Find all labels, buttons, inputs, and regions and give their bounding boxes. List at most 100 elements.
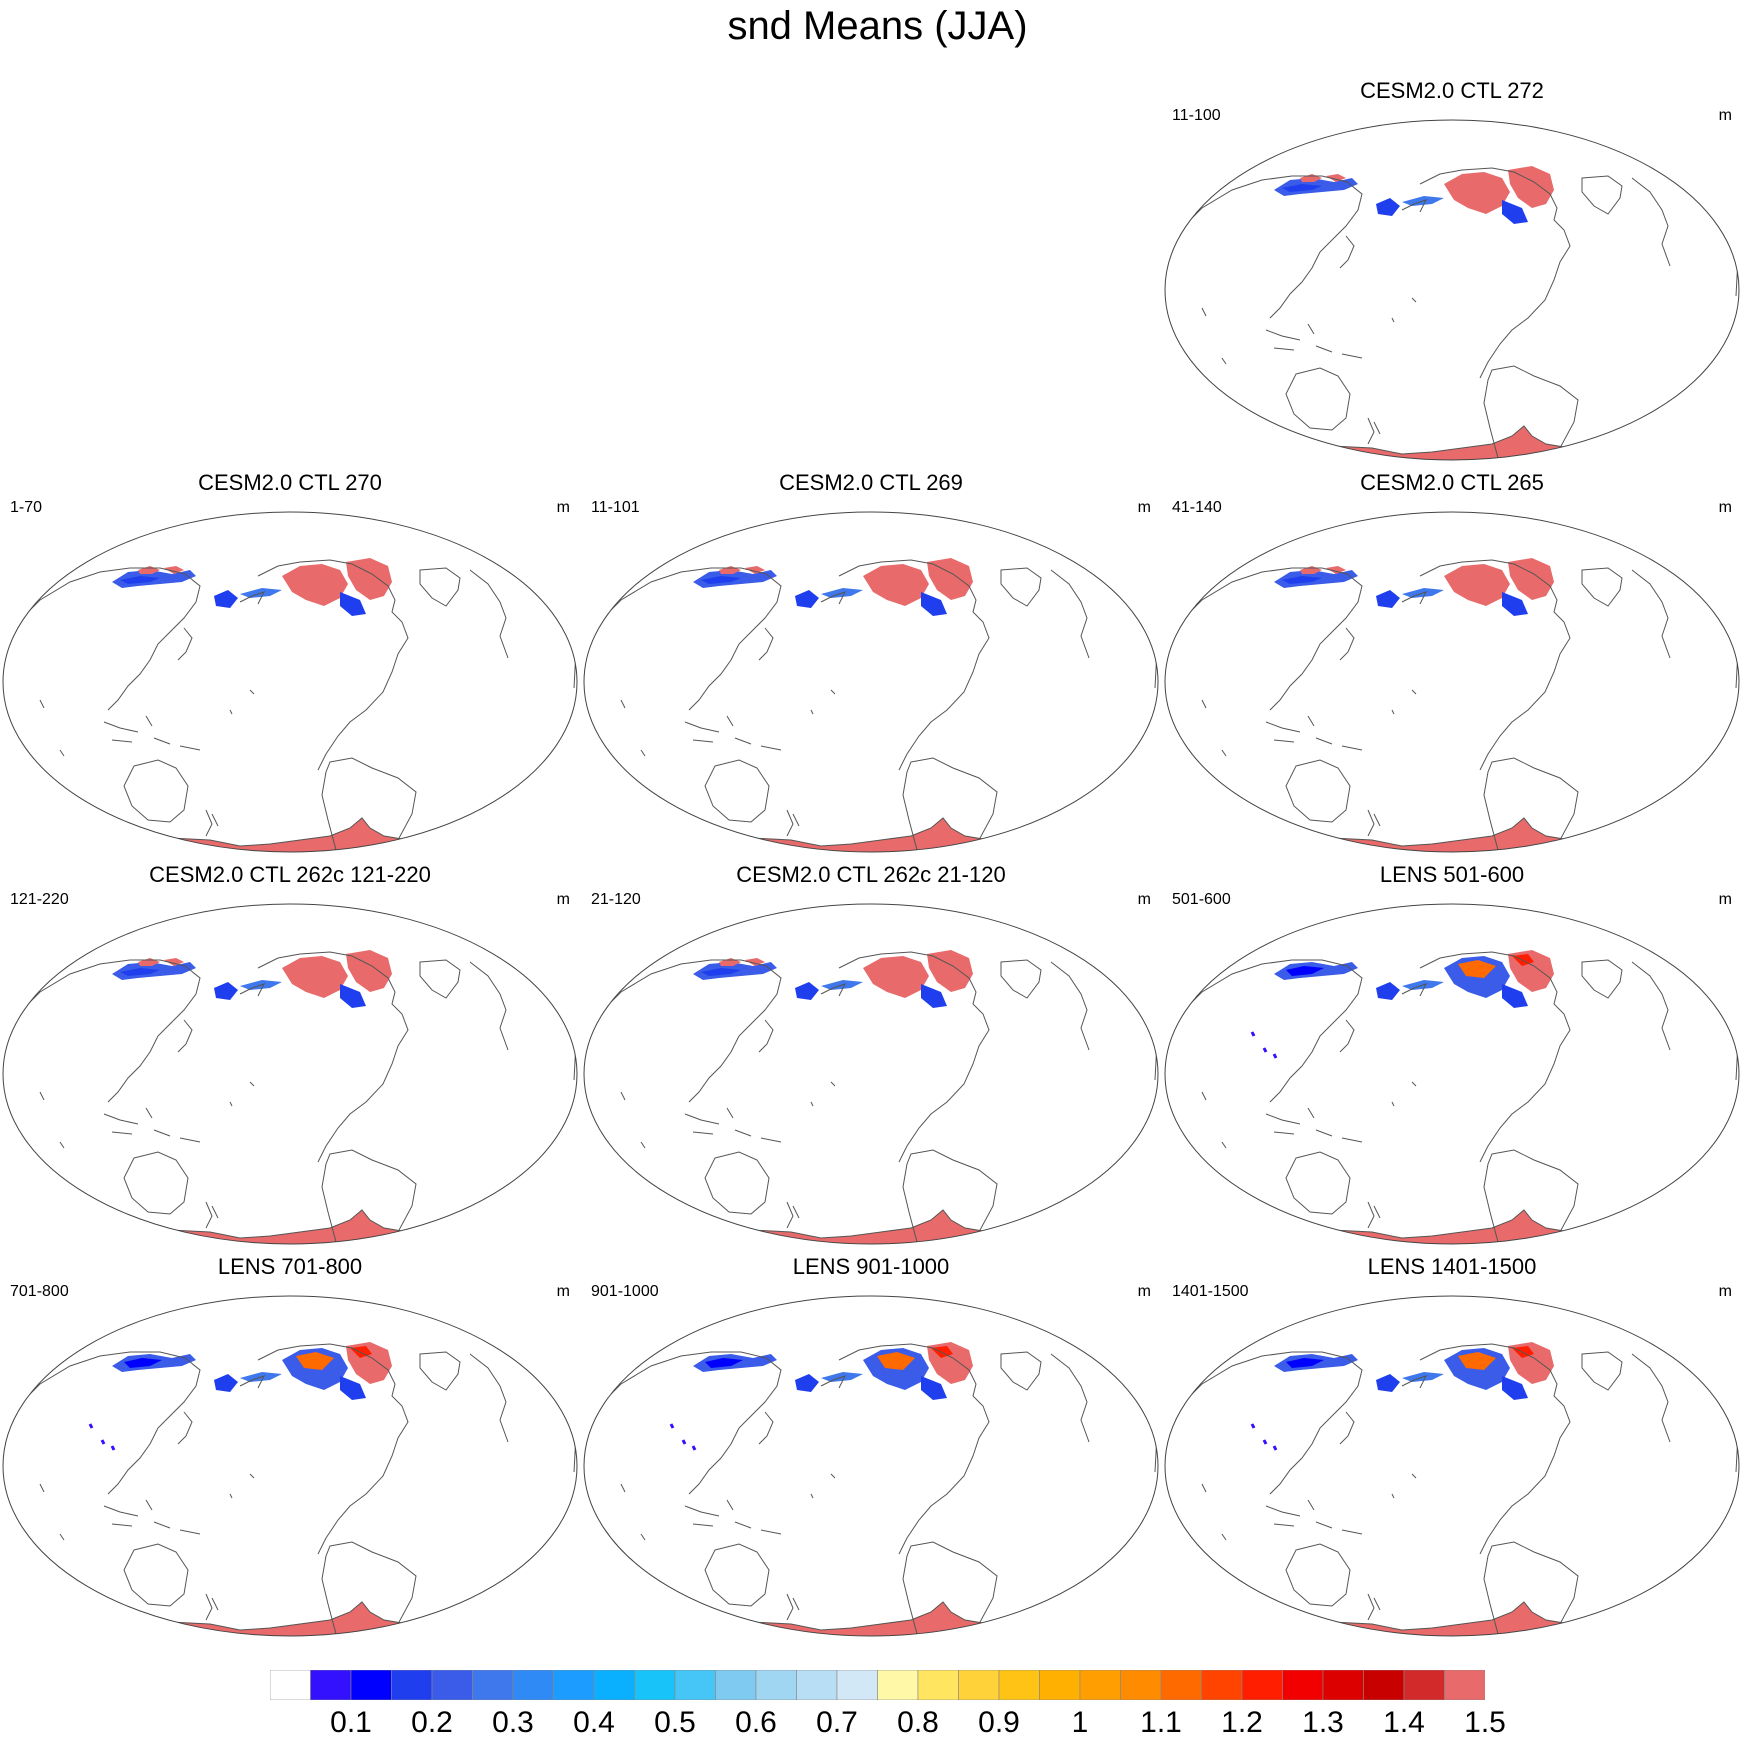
panel-units: m xyxy=(556,499,570,516)
map-content xyxy=(600,1340,1158,1636)
colorbar-tick-label: 1.3 xyxy=(1302,1706,1344,1739)
panel-years: 41-140 xyxy=(1172,499,1222,516)
colorbar-swatch xyxy=(270,1670,311,1700)
map-border xyxy=(1164,119,1740,461)
robinson-map xyxy=(583,1295,1159,1637)
colorbar-labels: 0.1 0.2 0.3 0.4 0.5 0.6 0.7 0.8 0.9 1 1.1 1.2 1.3 1.4… xyxy=(270,1706,1506,1746)
panel-years: 21-120 xyxy=(591,891,641,908)
map-panel: LENS 1401-1500 1401-1500 m xyxy=(1162,1254,1742,1637)
snow-depth-field xyxy=(1220,948,1684,1244)
map-border xyxy=(583,903,1159,1245)
panel-years: 501-600 xyxy=(1172,891,1231,908)
colorbar-swatch xyxy=(310,1670,352,1700)
map-panel: LENS 501-600 501-600 m xyxy=(1162,862,1742,1245)
map-border xyxy=(583,511,1159,853)
robinson-map xyxy=(2,1295,578,1637)
map-content xyxy=(19,558,577,852)
robinson-map xyxy=(2,511,578,853)
colorbar-tick-label: 1.1 xyxy=(1140,1706,1182,1739)
map-content xyxy=(600,558,1158,852)
colorbar-swatch xyxy=(553,1670,595,1700)
colorbar-tick-label: 0.3 xyxy=(492,1706,534,1739)
panel-title: CESM2.0 CTL 272 xyxy=(1360,78,1544,103)
map-border xyxy=(1164,1295,1740,1637)
colorbar-swatch xyxy=(674,1670,716,1700)
robinson-map xyxy=(1164,903,1740,1245)
panel-units: m xyxy=(1718,107,1732,124)
map-content xyxy=(1181,1340,1739,1636)
colorbar-swatch xyxy=(1120,1670,1162,1700)
snow-depth-field xyxy=(639,1340,1103,1636)
colorbar-swatch xyxy=(1282,1670,1324,1700)
panel-units: m xyxy=(1718,499,1732,516)
colorbar-swatch xyxy=(350,1670,392,1700)
map-panel: CESM2.0 CTL 265 41-140 m xyxy=(1162,470,1742,853)
map-border xyxy=(583,1295,1159,1637)
panel-title: CESM2.0 CTL 269 xyxy=(779,470,963,495)
snow-depth-field xyxy=(58,1340,522,1636)
panel-units: m xyxy=(1137,1283,1151,1300)
panel-units: m xyxy=(556,891,570,908)
colorbar-swatch xyxy=(1201,1670,1243,1700)
colorbar-tick-label: 0.4 xyxy=(573,1706,615,1739)
panel-units: m xyxy=(556,1283,570,1300)
map-content xyxy=(19,950,577,1244)
map-panel: CESM2.0 CTL 272 11-100 m xyxy=(1162,78,1742,461)
colorbar-tick-label: 1 xyxy=(1071,1706,1089,1739)
colorbar-swatch xyxy=(472,1670,514,1700)
panel-units: m xyxy=(1718,891,1732,908)
map-border xyxy=(2,1295,578,1637)
colorbar-swatch xyxy=(1322,1670,1364,1700)
map-panel: LENS 901-1000 901-1000 m xyxy=(581,1254,1161,1637)
colorbar-tick-label: 0.1 xyxy=(330,1706,372,1739)
panel-years: 11-100 xyxy=(1172,107,1221,124)
colorbar-tick-label: 0.2 xyxy=(411,1706,453,1739)
colorbar-tick-label: 1.2 xyxy=(1221,1706,1263,1739)
snow-depth-field xyxy=(1220,1340,1684,1636)
map-content xyxy=(600,950,1158,1244)
colorbar-swatch xyxy=(958,1670,1000,1700)
panel-years: 121-220 xyxy=(10,891,69,908)
colorbar-tick-label: 0.6 xyxy=(735,1706,777,1739)
colorbar-swatch xyxy=(715,1670,757,1700)
snow-depth-field xyxy=(60,950,520,1244)
panel-title: LENS 1401-1500 xyxy=(1367,1254,1537,1279)
robinson-map xyxy=(1164,1295,1740,1637)
map-border xyxy=(2,903,578,1245)
map-panel: CESM2.0 CTL 262c 121-220 121-220 m xyxy=(0,862,580,1245)
panel-years: 11-101 xyxy=(591,499,640,516)
colorbar-swatch xyxy=(1079,1670,1121,1700)
colorbar-swatch xyxy=(391,1670,433,1700)
colorbar-swatch xyxy=(634,1670,676,1700)
map-border xyxy=(1164,903,1740,1245)
colorbar-swatch xyxy=(1363,1670,1405,1700)
chart-title: snd Means (JJA) xyxy=(727,4,1028,48)
map-panel: CESM2.0 CTL 269 11-101 m xyxy=(581,470,1161,853)
colorbar-swatch xyxy=(431,1670,473,1700)
colorbar-tick-label: 0.5 xyxy=(654,1706,696,1739)
panel-title: LENS 701-800 xyxy=(217,1254,363,1279)
colorbar-swatch xyxy=(755,1670,797,1700)
map-content xyxy=(1181,948,1739,1244)
panel-title: CESM2.0 CTL 262c 21-120 xyxy=(736,862,1006,887)
colorbar-tick-label: 1.4 xyxy=(1383,1706,1425,1739)
colorbar-swatch xyxy=(1039,1670,1081,1700)
colorbar-swatch xyxy=(1241,1670,1283,1700)
robinson-map xyxy=(583,903,1159,1245)
colorbar-swatch xyxy=(1403,1670,1445,1700)
colorbar-swatch xyxy=(1444,1670,1485,1700)
colorbar-tick-label: 1.5 xyxy=(1464,1706,1506,1739)
colorbar-tick-label: 0.7 xyxy=(816,1706,858,1739)
panel-title: CESM2.0 CTL 265 xyxy=(1360,470,1544,495)
robinson-map xyxy=(2,903,578,1245)
colorbar-swatch xyxy=(917,1670,959,1700)
panel-units: m xyxy=(1137,499,1151,516)
colorbar-tick-label: 0.8 xyxy=(897,1706,939,1739)
map-content xyxy=(19,1340,577,1636)
robinson-map xyxy=(1164,511,1740,853)
robinson-map xyxy=(1164,119,1740,461)
panel-title: LENS 501-600 xyxy=(1379,862,1525,887)
snow-depth-field xyxy=(641,558,1101,852)
panel-title: CESM2.0 CTL 262c 121-220 xyxy=(149,862,431,887)
map-panel: CESM2.0 CTL 262c 21-120 21-120 m xyxy=(581,862,1161,1245)
